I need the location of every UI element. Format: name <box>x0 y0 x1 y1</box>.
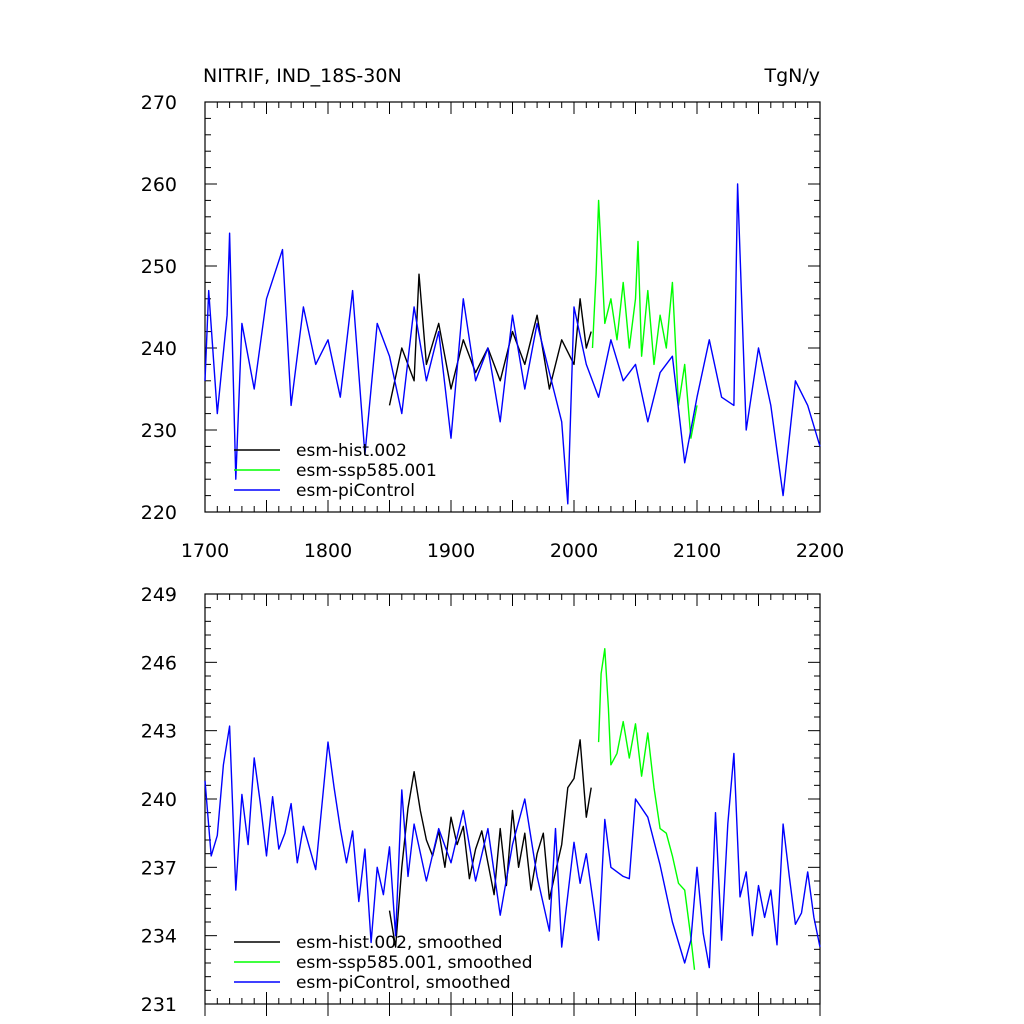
y-tick-label: 246 <box>141 652 177 674</box>
y-tick-label: 240 <box>141 338 177 360</box>
x-tick-label: 2000 <box>550 540 598 562</box>
legend-label-esm-ssp585-001-smoothed: esm-ssp585.001, smoothed <box>296 953 533 973</box>
x-tick-label: 1700 <box>181 540 229 562</box>
y-tick-label: 220 <box>141 502 177 524</box>
top-panel-tick-labels: 220 230 240 250 260 270 1700 1800 1900 2000 2100 22… <box>141 92 844 562</box>
y-tick-label: 249 <box>141 584 177 606</box>
variable-region-title: NITRIF, IND_18S-30N <box>203 65 402 87</box>
legend-label-esm-hist-002: esm-hist.002 <box>296 441 407 461</box>
series-line-esm-ssp585-001 <box>591 199 698 439</box>
legend-label-esm-picontrol-smoothed: esm-piControl, smoothed <box>296 973 511 993</box>
y-tick-label: 230 <box>141 420 177 442</box>
y-tick-label: 250 <box>141 256 177 278</box>
x-tick-label: 1800 <box>304 540 352 562</box>
units-label: TgN/y <box>763 65 820 87</box>
y-tick-label: 243 <box>141 721 177 743</box>
y-tick-label: 270 <box>141 92 177 114</box>
top-panel: 220 230 240 250 260 270 1700 1800 1900 2000 2100 22… <box>141 92 844 562</box>
series-line-esm-picontrol-smoothed <box>204 725 821 969</box>
y-tick-label: 240 <box>141 789 177 811</box>
bottom-panel: 231 234 237 240 243 246 249 esm-hist.002, smoo… <box>141 584 821 1016</box>
bottom-panel-tick-labels: 231 234 237 240 243 246 249 <box>141 584 177 1016</box>
legend-label-esm-ssp585-001: esm-ssp585.001 <box>296 461 437 481</box>
y-tick-label: 231 <box>141 994 177 1016</box>
bottom-panel-series <box>204 648 821 970</box>
series-line-esm-ssp585-001-smoothed <box>597 648 696 970</box>
y-tick-label: 234 <box>141 926 177 948</box>
bottom-panel-ticks <box>204 593 821 1016</box>
x-tick-label: 2200 <box>796 540 844 562</box>
x-tick-label: 2100 <box>673 540 721 562</box>
top-panel-ticks <box>204 101 821 513</box>
y-tick-label: 237 <box>141 857 177 879</box>
x-tick-label: 1900 <box>427 540 475 562</box>
legend-label-esm-hist-002-smoothed: esm-hist.002, smoothed <box>296 933 503 953</box>
legend-label-esm-picontrol: esm-piControl <box>296 481 415 501</box>
y-tick-label: 260 <box>141 174 177 196</box>
series-line-esm-picontrol <box>204 183 821 505</box>
series-line-esm-hist-002-smoothed <box>388 739 592 948</box>
top-panel-series <box>204 183 821 505</box>
